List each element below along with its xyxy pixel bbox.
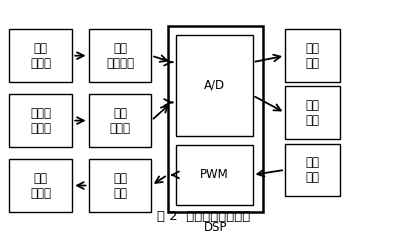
Bar [9, 159, 72, 212]
Text: 图 2  控制系统硬件结构: 图 2 控制系统硬件结构 [157, 210, 251, 223]
Text: 加速度
传感器: 加速度 传感器 [31, 107, 51, 135]
Text: DSP: DSP [204, 221, 227, 234]
Text: PWM: PWM [200, 168, 228, 181]
Text: 信号
处理电路: 信号 处理电路 [106, 42, 134, 70]
Bar [89, 29, 151, 82]
Bar [89, 94, 151, 147]
Text: 参数
调节: 参数 调节 [306, 99, 319, 127]
Text: 位移
传感器: 位移 传感器 [31, 42, 51, 70]
Text: 控制
输出: 控制 输出 [306, 156, 319, 184]
Bar [285, 86, 340, 139]
Bar [168, 26, 263, 212]
Bar [9, 94, 72, 147]
Bar [285, 143, 340, 196]
Text: A/D: A/D [204, 79, 225, 92]
Text: 电磁
作动器: 电磁 作动器 [31, 172, 51, 199]
Bar [89, 159, 151, 212]
Text: 电荷
放大器: 电荷 放大器 [109, 107, 131, 135]
Text: 功率
驱动: 功率 驱动 [113, 172, 127, 199]
Bar [175, 145, 253, 205]
Bar [175, 35, 253, 136]
Text: 控制
算法: 控制 算法 [306, 42, 319, 70]
Bar [285, 29, 340, 82]
Bar [9, 29, 72, 82]
